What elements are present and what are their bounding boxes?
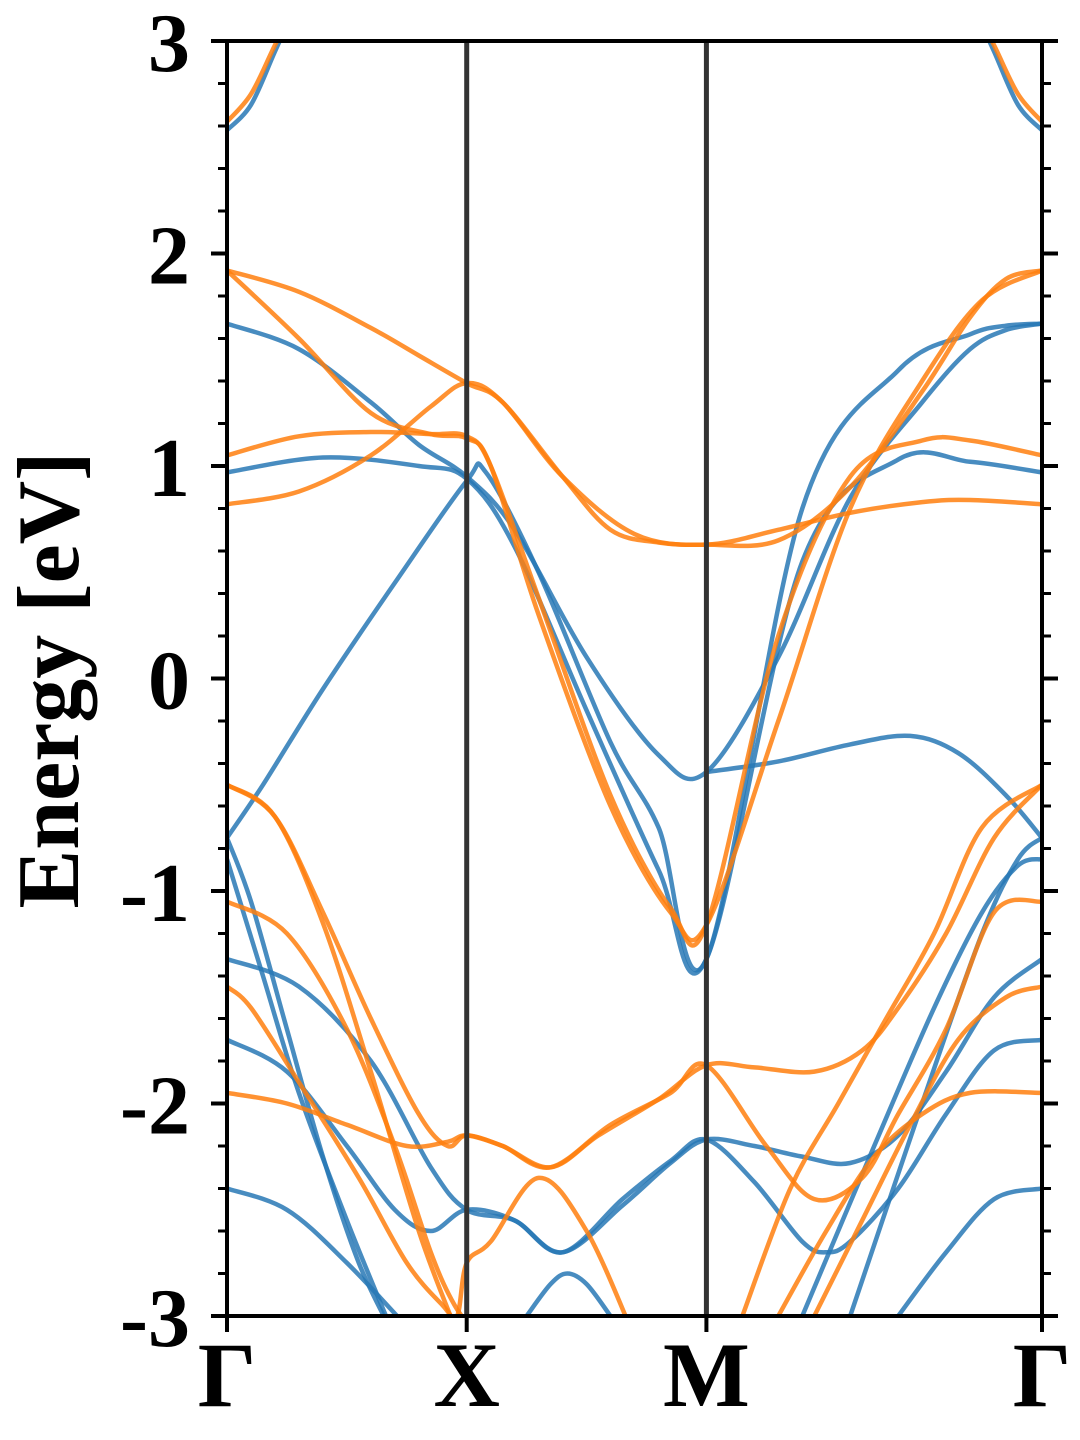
band-line-15: [227, 268, 1042, 549]
band-line-2: [227, 450, 1042, 976]
band-line-11: [896, 1186, 1042, 1316]
band-lines: [227, 41, 1042, 1316]
band-line-9: [227, 1037, 1042, 1255]
band-line-23: [227, 897, 1042, 1203]
band-line-3: [706, 733, 1042, 840]
y-tick-label-2: -1: [120, 847, 190, 940]
band-line-18: [227, 380, 1042, 548]
band-line-24: [740, 782, 1042, 1316]
band-line-16: [227, 268, 1042, 943]
band-line-14: [986, 41, 1042, 132]
y-tick-label-6: 3: [148, 0, 190, 90]
y-axis-label: Energy [eV]: [1, 452, 98, 909]
y-tick-label-0: -3: [120, 1272, 190, 1365]
band-line-5: [227, 858, 389, 1316]
plot-frame: [225, 39, 1044, 1318]
band-line-12: [524, 1271, 613, 1316]
band-line-27: [227, 41, 280, 124]
y-tick-label-3: 0: [148, 635, 190, 728]
y-tick-label-1: -2: [120, 1060, 190, 1153]
high-symmetry-dividers: [464, 41, 709, 1316]
x-tick-label-3: Γ: [1013, 1324, 1072, 1426]
band-line-6: [800, 856, 1042, 1316]
y-tick-label-4: 1: [148, 422, 190, 515]
band-line-26: [812, 984, 1042, 1316]
band-line-28: [989, 41, 1042, 124]
x-tick-label-1: X: [433, 1324, 499, 1426]
band-line-13: [227, 41, 283, 132]
band-line-20: [227, 899, 465, 1316]
x-tick-label-2: M: [663, 1324, 750, 1426]
band-line-25: [776, 1089, 1042, 1316]
x-tick-label-0: Γ: [198, 1324, 257, 1426]
band-line-17: [227, 429, 1042, 948]
y-tick-label-5: 2: [148, 210, 190, 303]
band-line-0: [227, 321, 1042, 973]
band-line-10: [227, 1186, 401, 1316]
